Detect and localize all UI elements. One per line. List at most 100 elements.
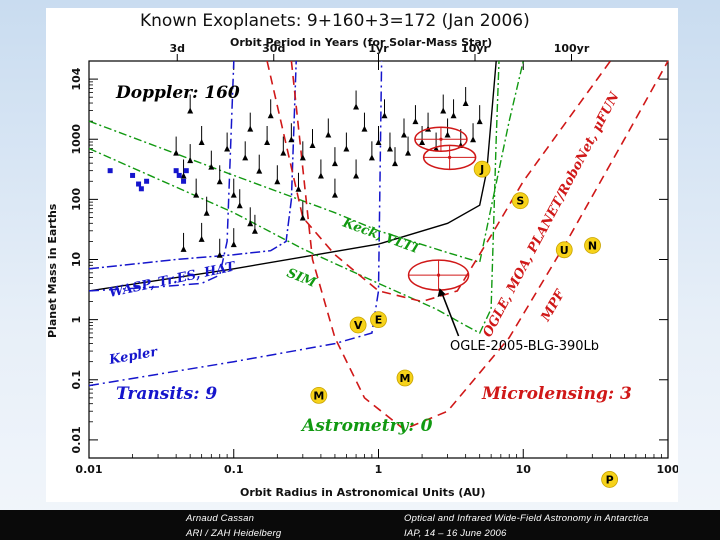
- doppler-planet-marker: [419, 138, 426, 145]
- doppler-planet-marker: [280, 149, 287, 156]
- doppler-planet-marker: [450, 112, 457, 119]
- doppler-planet-marker: [247, 125, 254, 132]
- footer-author: Arnaud Cassan: [186, 513, 255, 524]
- doppler-planet-marker: [317, 172, 324, 179]
- doppler-planet-marker: [193, 191, 200, 198]
- x-tick-label: 100: [657, 463, 678, 476]
- doppler-planet-marker: [230, 191, 237, 198]
- wasp-limit-curve: [88, 60, 235, 292]
- sim-curve: [88, 60, 500, 334]
- slide: 0.01 0.1 1 10 100 104 1000 100 10 1 0.1 0.01 3d 30d 1y…: [46, 8, 680, 502]
- solar-planet-disc: [584, 237, 601, 254]
- transit-planet-marker: [144, 178, 150, 184]
- doppler-planet-marker: [353, 172, 360, 179]
- x-axis-label: Orbit Radius in Astronomical Units (AU): [240, 486, 485, 499]
- footer-affiliation: ARI / ZAH Heidelberg: [186, 528, 282, 539]
- x-tick-label: 0.1: [224, 463, 244, 476]
- y-tick-label: 1000: [70, 124, 83, 155]
- doppler-planet-marker: [173, 149, 180, 156]
- doppler-planet-marker: [343, 145, 350, 152]
- solar-planet-label: J: [479, 163, 484, 176]
- doppler-planet-marker: [462, 100, 469, 107]
- event-arrowhead: [437, 288, 446, 298]
- doppler-planet-marker: [180, 172, 187, 179]
- transit-planets: [107, 168, 189, 192]
- solar-planet-disc: [473, 160, 491, 178]
- doppler-planet-marker: [216, 251, 223, 258]
- doppler-planet-marker: [267, 112, 274, 119]
- plot-panel: 0.01 0.1 1 10 100 104 1000 100 10 1 0.1 0.01 3d 30d 1y…: [46, 8, 680, 502]
- doppler-planet-marker: [444, 131, 451, 138]
- doppler-planet-marker: [440, 107, 447, 114]
- solar-planet-disc: [396, 369, 414, 387]
- event-arrow: [440, 291, 460, 337]
- transit-planet-marker: [107, 168, 113, 174]
- solar-planet-disc: [310, 386, 328, 404]
- method-label-transits: Transits: 9: [116, 384, 217, 404]
- transit-planet-marker: [181, 178, 187, 184]
- top-tick-label: 10yr: [461, 42, 489, 55]
- transit-planet-marker: [138, 186, 144, 192]
- doppler-planet-marker: [470, 136, 477, 143]
- event-label: OGLE-2005-BLG-390Lb: [450, 339, 599, 354]
- doppler-planet-marker: [295, 185, 302, 192]
- doppler-planet-marker: [180, 245, 187, 252]
- transit-planet-marker: [176, 172, 182, 178]
- doppler-planet-marker: [299, 154, 306, 161]
- method-label-doppler: Doppler: 160: [115, 83, 240, 103]
- microlensing-planet-marker: [448, 155, 452, 159]
- doppler-planets: [173, 87, 483, 258]
- doppler-planet-marker: [299, 214, 306, 221]
- doppler-planet-marker: [288, 136, 295, 143]
- x-tick-label: 10: [516, 463, 532, 476]
- solar-planet-label: M: [313, 389, 324, 402]
- solar-planet-label: U: [560, 244, 569, 257]
- survey-label-sim: SIM: [285, 266, 319, 291]
- doppler-planet-marker: [187, 157, 194, 164]
- doppler-planet-marker: [381, 112, 388, 119]
- chart-title: Known Exoplanets: 9+160+3=172 (Jan 2006): [140, 11, 530, 31]
- doppler-planet-marker: [325, 131, 332, 138]
- transit-planet-marker: [130, 172, 136, 178]
- x-tick-label: 1: [375, 463, 383, 476]
- footer-venue: IAP, 14 – 16 June 2006: [404, 528, 507, 539]
- doppler-planet-marker: [203, 209, 210, 216]
- solar-planet-label: M: [400, 372, 411, 385]
- doppler-planet-marker: [331, 191, 338, 198]
- doppler-planet-marker: [476, 118, 483, 125]
- doppler-planet-marker: [208, 163, 215, 170]
- top-tick-label: 1yr: [368, 42, 389, 55]
- solar-system-planets: M V E M J S U N P: [310, 160, 619, 488]
- microlensing-planets: [407, 126, 477, 291]
- ogle-moa-curve: [266, 60, 612, 303]
- keck-vlti-curve: [88, 60, 524, 264]
- footer-conference: Optical and Infrared Wide-Field Astronom…: [404, 513, 649, 524]
- top-tick-label: 3d: [169, 42, 185, 55]
- survey-label-kepler: Kepler: [107, 345, 159, 369]
- doppler-planet-marker: [264, 138, 271, 145]
- doppler-planet-marker: [433, 145, 440, 152]
- top-tick-label: 100yr: [554, 42, 590, 55]
- footer-bar: Arnaud Cassan ARI / ZAH Heidelberg Optic…: [0, 510, 720, 540]
- solar-planet-disc: [349, 316, 367, 334]
- y-tick-label: 100: [70, 188, 83, 211]
- doppler-planet-marker: [242, 154, 249, 161]
- solar-planet-label: V: [354, 319, 363, 332]
- kepler-limit-curve: [88, 60, 383, 387]
- doppler-planet-marker: [198, 138, 205, 145]
- y-axis-label: Planet Mass in Earths: [46, 203, 59, 338]
- transit-limit-curve: [88, 60, 297, 270]
- y-tick-label: 1: [70, 316, 83, 324]
- doppler-planet-marker: [391, 160, 398, 167]
- survey-label-mpf: MPF: [538, 287, 569, 325]
- doppler-planet-marker: [198, 235, 205, 242]
- solar-planet-disc: [555, 241, 573, 259]
- top-tick-label: 30d: [262, 42, 285, 55]
- transit-planet-marker: [136, 181, 142, 187]
- doppler-planet-marker: [331, 160, 338, 167]
- doppler-planet-marker: [256, 167, 263, 174]
- doppler-planet-marker: [368, 154, 375, 161]
- transit-planet-marker: [173, 168, 179, 174]
- x-tick-label: 0.01: [75, 463, 102, 476]
- top-axis-label: Orbit Period in Years (for Solar-Mass St…: [230, 36, 492, 49]
